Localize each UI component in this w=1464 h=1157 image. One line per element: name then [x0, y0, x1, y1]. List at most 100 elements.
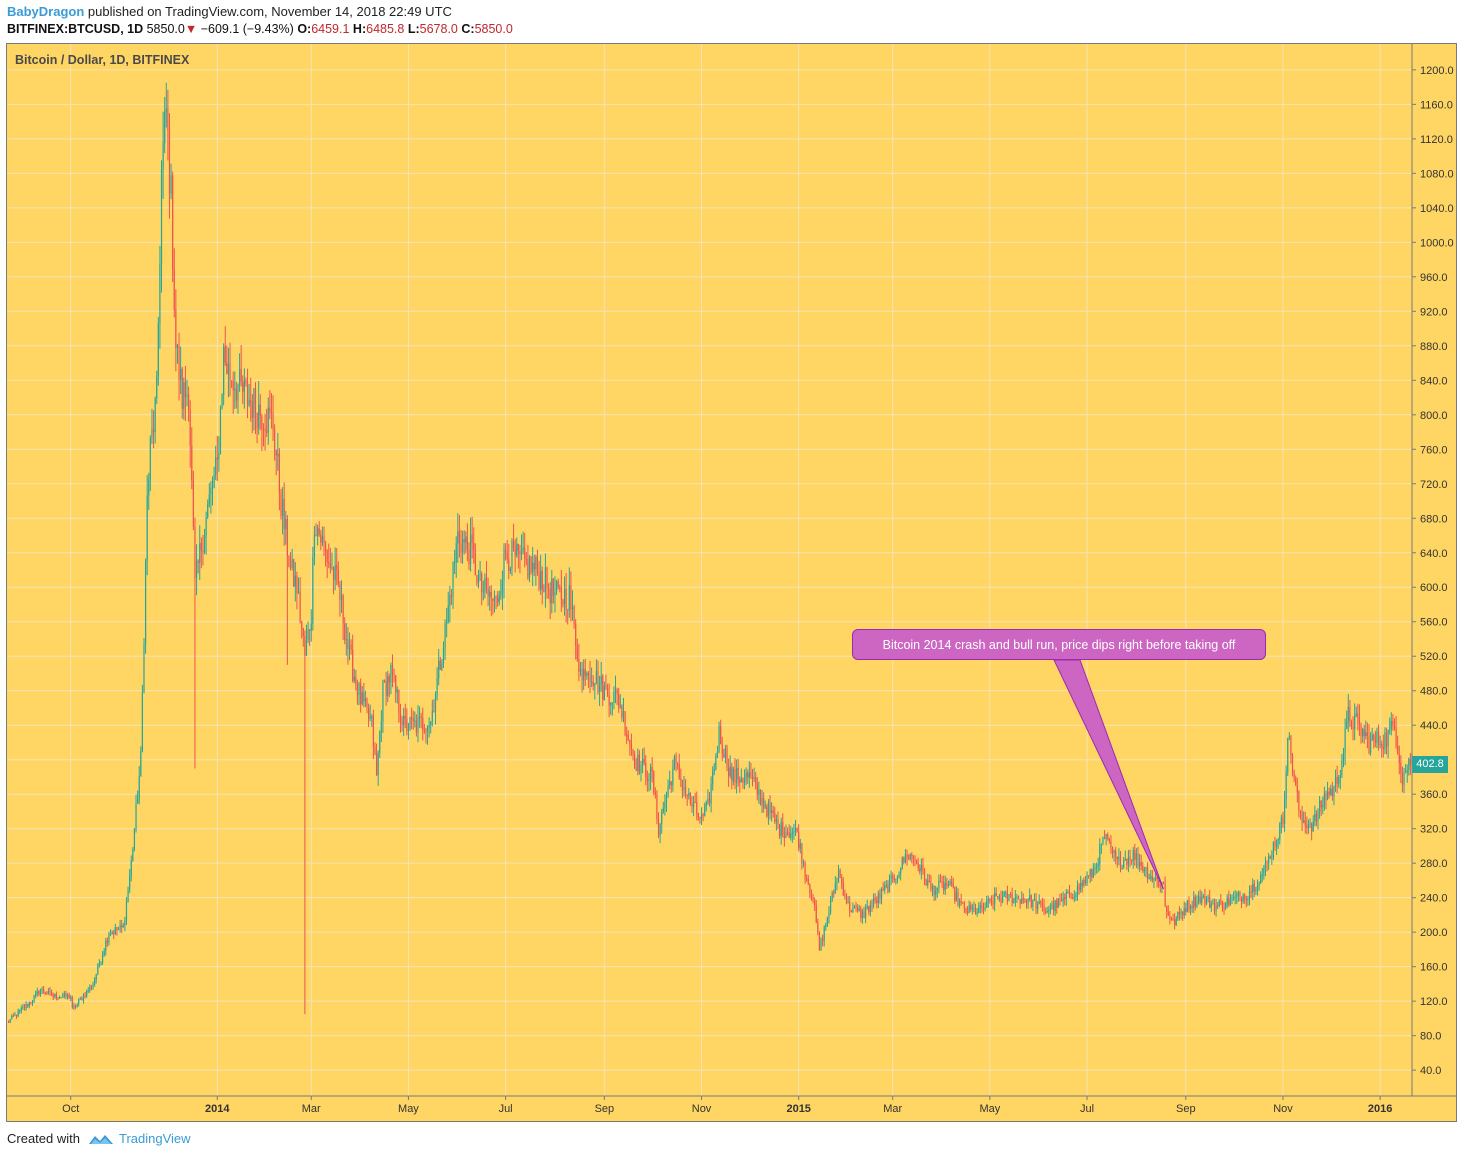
candle [256, 412, 258, 444]
candle [79, 996, 81, 1000]
candle [144, 558, 147, 654]
candle [908, 854, 910, 860]
candle [697, 812, 699, 821]
candle [979, 901, 981, 914]
candle [543, 584, 545, 593]
candle [275, 449, 277, 476]
price-change: −609.1 (−9.43%) [200, 22, 294, 36]
candle [162, 111, 164, 199]
candle [544, 553, 547, 608]
candle [385, 672, 387, 706]
candle [352, 634, 354, 683]
symbol-name: BITFINEX:BTCUSD, 1D [7, 22, 144, 36]
candle [148, 472, 150, 510]
candle [1290, 734, 1292, 764]
candle [653, 770, 655, 796]
candle [777, 811, 779, 830]
candle [786, 827, 789, 836]
price-tick-label: 320.0 [1420, 824, 1448, 836]
candle [14, 1012, 16, 1017]
candle [641, 748, 644, 774]
candle [62, 992, 64, 998]
price-tick-label: 40.0 [1420, 1065, 1441, 1077]
candle [266, 408, 268, 437]
candle [332, 566, 335, 595]
candle [923, 867, 926, 886]
candle [775, 814, 778, 831]
candle [1005, 890, 1007, 899]
candle [680, 768, 682, 787]
candle [667, 779, 669, 798]
candle [293, 558, 295, 588]
callout-pointer [1053, 659, 1164, 890]
candle [90, 984, 93, 991]
time-tick-label: Jul [1080, 1103, 1094, 1115]
candle [288, 555, 290, 568]
candle [1065, 889, 1067, 906]
candle [1108, 837, 1110, 844]
candle [512, 523, 515, 552]
candle [30, 1002, 32, 1005]
candle [232, 371, 234, 414]
candle [1021, 891, 1023, 905]
candle [677, 762, 679, 770]
candle [1162, 881, 1165, 885]
candle [1266, 860, 1268, 872]
candle [1341, 754, 1343, 778]
candle [323, 526, 325, 556]
author-link[interactable]: BabyDragon [7, 4, 85, 19]
price-tick-label: 200.0 [1420, 927, 1448, 939]
candle [555, 579, 558, 596]
candle [240, 345, 242, 387]
tradingview-brand-link[interactable]: TradingView [118, 1131, 191, 1146]
candle [1024, 898, 1026, 904]
candle [135, 794, 137, 833]
candle [420, 712, 422, 729]
candle [1191, 900, 1193, 913]
candle [723, 748, 725, 758]
candle [498, 590, 500, 606]
candle [828, 906, 830, 924]
annotation-callout[interactable]: Bitcoin 2014 crash and bull run, price d… [852, 629, 1266, 660]
candle [895, 878, 897, 885]
candle [1151, 870, 1153, 883]
candle [210, 480, 212, 514]
candle [622, 697, 625, 723]
candle [1038, 894, 1040, 905]
candle [450, 589, 453, 605]
candle [1134, 843, 1136, 866]
candle [1368, 724, 1370, 755]
candle [234, 371, 236, 409]
candle [1017, 895, 1020, 900]
candle [1089, 868, 1091, 883]
candle [646, 770, 648, 792]
candle [987, 895, 989, 908]
candle [1075, 891, 1077, 901]
candle [938, 874, 940, 894]
candle [1307, 819, 1310, 834]
candle [454, 549, 456, 575]
candle [1207, 894, 1209, 903]
candle [656, 790, 658, 825]
candle [1094, 863, 1096, 876]
candle [202, 534, 204, 566]
candle [474, 543, 476, 576]
candle [769, 795, 771, 820]
publish-info: BabyDragon published on TradingView.com,… [7, 4, 452, 19]
candle [1167, 905, 1169, 916]
candle [1116, 856, 1118, 868]
candle [802, 859, 805, 868]
candle [1092, 863, 1095, 879]
candle [1140, 854, 1142, 871]
candle [89, 984, 91, 993]
candle [952, 877, 954, 889]
candle [892, 872, 894, 883]
candle [1331, 781, 1333, 801]
candle [1027, 897, 1029, 909]
chart-frame[interactable] [6, 43, 1457, 1122]
candle [503, 543, 505, 599]
candle [998, 893, 1001, 902]
candle [226, 345, 228, 375]
candle [1158, 879, 1160, 889]
